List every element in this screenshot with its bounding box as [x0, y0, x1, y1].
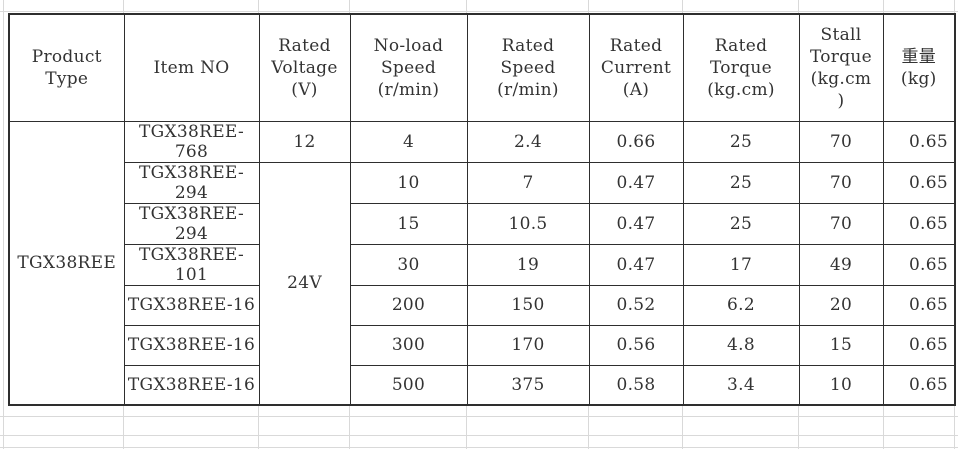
cell-rated-speed[interactable]: 2.4	[466, 120, 590, 163]
cell-rated-current[interactable]: 0.47	[588, 243, 684, 286]
cell-weight[interactable]: 0.65	[882, 161, 956, 204]
cell-item-no[interactable]: TGX38REE-16	[123, 284, 260, 326]
cell-product-type[interactable]: TGX38REE	[8, 120, 125, 406]
table-row: TGX38REE-101 30 19 0.47 17 49 0.65	[9, 243, 956, 286]
cell-item-no[interactable]: TGX38REE-768	[123, 120, 260, 163]
cell-stall-torque[interactable]: 15	[798, 324, 884, 366]
cell-no-load-speed[interactable]: 300	[349, 324, 468, 366]
table-row: TGX38REE-16 500 375 0.58 3.4 10 0.65	[9, 364, 956, 406]
cell-rated-current[interactable]: 0.56	[588, 324, 684, 366]
cell-rated-current[interactable]: 0.52	[588, 284, 684, 326]
header-rated-speed[interactable]: Rated Speed (r/min)	[466, 13, 590, 122]
header-rated-voltage[interactable]: Rated Voltage (V)	[258, 13, 351, 122]
cell-rated-current[interactable]: 0.58	[588, 364, 684, 406]
header-product-type[interactable]: Product Type	[8, 13, 125, 122]
cell-rated-speed[interactable]: 375	[466, 364, 590, 406]
cell-rated-torque[interactable]: 25	[682, 161, 800, 204]
cell-no-load-speed[interactable]: 4	[349, 120, 468, 163]
spreadsheet-gridline	[0, 416, 958, 417]
cell-no-load-speed[interactable]: 500	[349, 364, 468, 406]
cell-weight[interactable]: 0.65	[882, 243, 956, 286]
cell-rated-speed[interactable]: 7	[466, 161, 590, 204]
cell-weight[interactable]: 0.65	[882, 120, 956, 163]
table-row: TGX38REE TGX38REE-768 12 4 2.4 0.66 25 7…	[8, 120, 956, 406]
cell-item-no[interactable]: TGX38REE-294	[123, 161, 260, 204]
cell-item-no[interactable]: TGX38REE-16	[123, 324, 260, 366]
cell-rated-speed[interactable]: 170	[466, 324, 590, 366]
cell-rated-torque[interactable]: 25	[682, 202, 800, 245]
cell-no-load-speed[interactable]: 30	[349, 243, 468, 286]
cell-rated-voltage[interactable]: 12	[258, 120, 351, 163]
cell-rated-speed[interactable]: 10.5	[466, 202, 590, 245]
product-spec-table: Product Type Item NO Rated Voltage (V) N…	[8, 13, 956, 406]
header-item-no[interactable]: Item NO	[123, 13, 260, 122]
cell-rated-speed[interactable]: 150	[466, 284, 590, 326]
cell-rated-torque[interactable]: 17	[682, 243, 800, 286]
cell-rated-torque[interactable]: 25	[682, 120, 800, 163]
table-row: TGX38REE-294 15 10.5 0.47 25 70 0.65	[9, 202, 956, 245]
cell-rated-voltage-merged[interactable]: 24V	[258, 161, 351, 406]
cell-stall-torque[interactable]: 70	[798, 161, 884, 204]
cell-weight[interactable]: 0.65	[882, 324, 956, 366]
table-header-row: Product Type Item NO Rated Voltage (V) N…	[8, 13, 956, 122]
header-rated-current[interactable]: Rated Current (A)	[588, 13, 684, 122]
cell-stall-torque[interactable]: 10	[798, 364, 884, 406]
cell-weight[interactable]: 0.65	[882, 202, 956, 245]
cell-weight[interactable]: 0.65	[882, 364, 956, 406]
cell-no-load-speed[interactable]: 15	[349, 202, 468, 245]
header-weight[interactable]: 重量 (kg)	[882, 13, 956, 122]
cell-item-no[interactable]: TGX38REE-294	[123, 202, 260, 245]
table-row: TGX38REE-16 300 170 0.56 4.8 15 0.65	[9, 324, 956, 366]
spreadsheet-gridline	[3, 0, 4, 449]
spreadsheet-gridline	[0, 435, 958, 436]
cell-rated-torque[interactable]: 3.4	[682, 364, 800, 406]
cell-rated-speed[interactable]: 19	[466, 243, 590, 286]
cell-stall-torque[interactable]: 70	[798, 120, 884, 163]
cell-item-no[interactable]: TGX38REE-16	[123, 364, 260, 406]
cell-rated-current[interactable]: 0.47	[588, 202, 684, 245]
table-row: TGX38REE-294 24V 10 7 0.47 25 70 0.65	[9, 161, 956, 406]
cell-no-load-speed[interactable]: 10	[349, 161, 468, 204]
header-rated-torque[interactable]: Rated Torque (kg.cm)	[682, 13, 800, 122]
cell-weight[interactable]: 0.65	[882, 284, 956, 326]
header-no-load-speed[interactable]: No-load Speed (r/min)	[349, 13, 468, 122]
cell-no-load-speed[interactable]: 200	[349, 284, 468, 326]
header-stall-torque[interactable]: Stall Torque (kg.cm )	[798, 13, 884, 122]
table-row: TGX38REE-16 200 150 0.52 6.2 20 0.65	[9, 284, 956, 326]
cell-rated-torque[interactable]: 4.8	[682, 324, 800, 366]
cell-stall-torque[interactable]: 70	[798, 202, 884, 245]
cell-stall-torque[interactable]: 20	[798, 284, 884, 326]
cell-stall-torque[interactable]: 49	[798, 243, 884, 286]
cell-rated-current[interactable]: 0.47	[588, 161, 684, 204]
cell-item-no[interactable]: TGX38REE-101	[123, 243, 260, 286]
spreadsheet-gridline	[0, 447, 958, 448]
cell-rated-current[interactable]: 0.66	[588, 120, 684, 163]
cell-rated-torque[interactable]: 6.2	[682, 284, 800, 326]
spreadsheet-gridline	[0, 11, 958, 12]
